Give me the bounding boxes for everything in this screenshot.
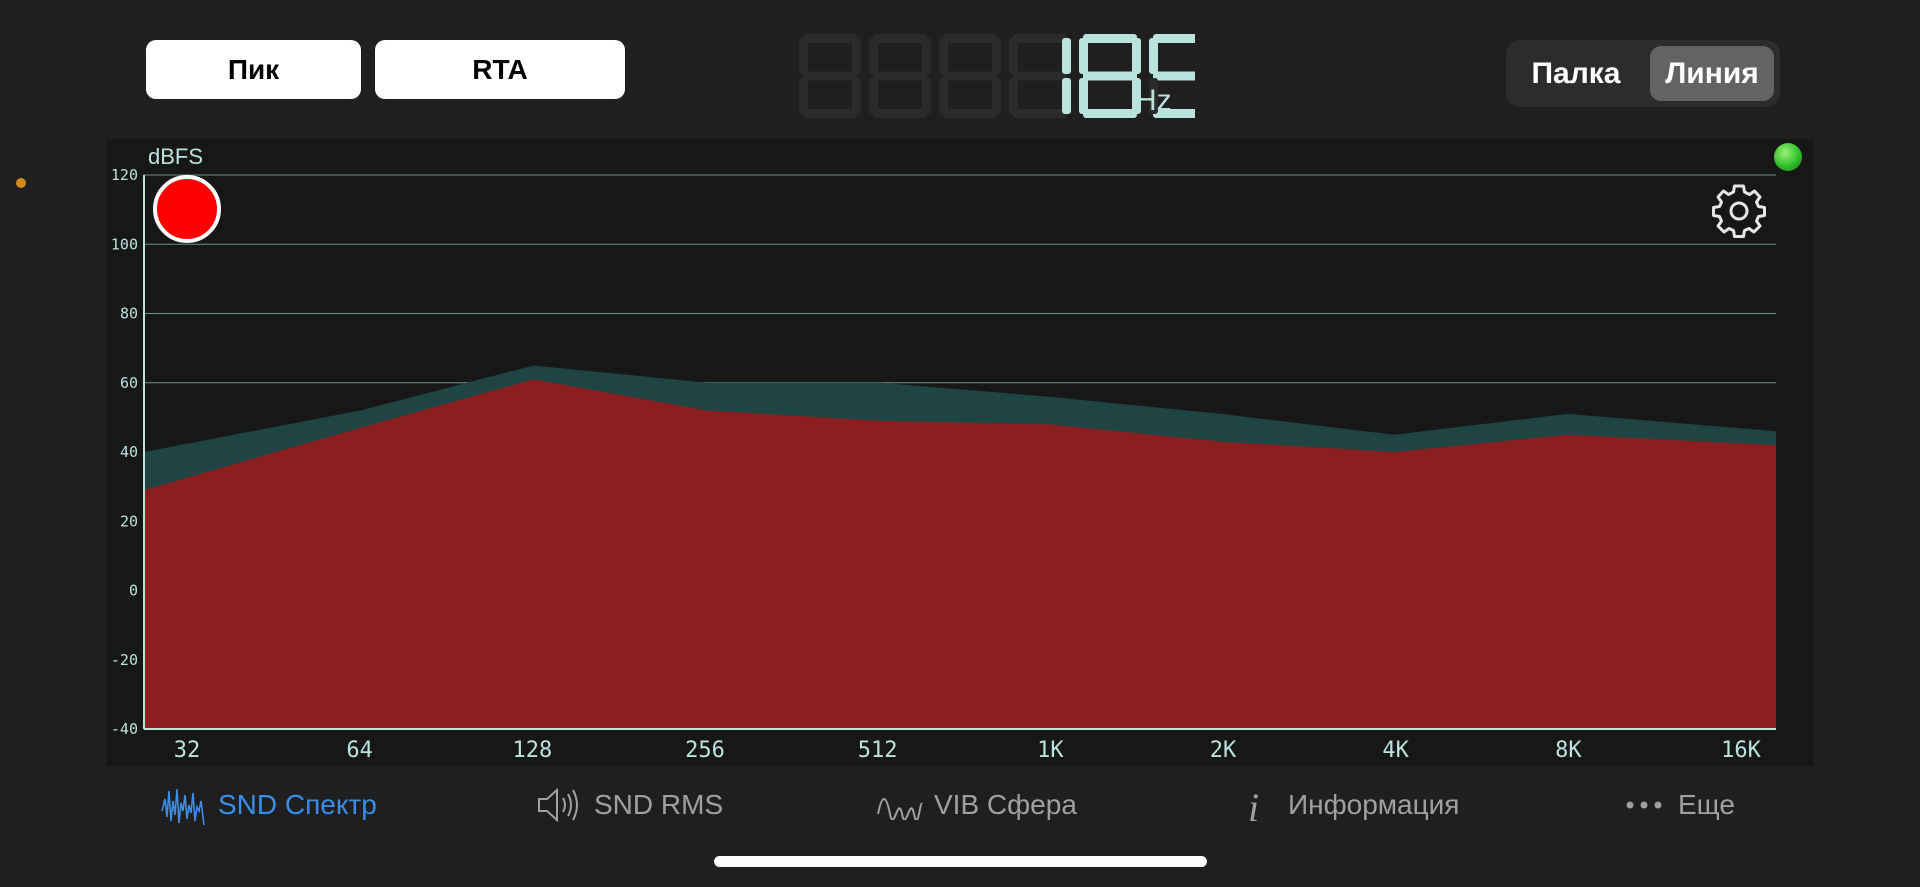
tab-bar: SND Спектр SND RMS VIB Сфера i Информаци… [0, 775, 1920, 835]
tab-more[interactable]: Еще [1624, 775, 1735, 835]
info-icon: i [1238, 783, 1278, 827]
y-axis-label: dBFS [148, 144, 203, 169]
x-tick-label: 32 [174, 738, 201, 763]
tab-snd-rms[interactable]: SND RMS [536, 775, 723, 835]
home-indicator [714, 856, 1207, 867]
y-tick-label: 80 [120, 305, 138, 323]
x-tick-label: 8K [1555, 738, 1582, 763]
y-tick-label: 100 [111, 235, 138, 253]
view-mode-line[interactable]: Линия [1650, 46, 1774, 101]
svg-text:i: i [1248, 785, 1259, 827]
digit [1009, 34, 1071, 118]
y-tick-label: 40 [120, 443, 138, 461]
y-tick-label: 60 [120, 374, 138, 392]
wave-icon [876, 790, 924, 820]
x-tick-label: 2K [1210, 738, 1237, 763]
frequency-unit: Hz [1135, 84, 1172, 117]
y-tick-label: -40 [111, 720, 138, 738]
tab-label: Еще [1678, 789, 1735, 820]
tab-vib-sfera[interactable]: VIB Сфера [876, 775, 1077, 835]
digit [939, 34, 1001, 118]
x-tick-label: 1K [1037, 738, 1064, 763]
tab-label: VIB Сфера [934, 789, 1077, 820]
more-dots-icon [1624, 798, 1668, 812]
x-tick-label: 4K [1382, 738, 1409, 763]
x-tick-label: 64 [346, 738, 373, 763]
spectrum-chart-panel: 120 100 80 60 40 20 0 -20 -40 dBFS 32 64 128 256 512 1K… [107, 139, 1813, 766]
x-tick-label: 128 [512, 738, 552, 763]
indicator-dot [16, 178, 26, 188]
tab-info[interactable]: i Информация [1238, 775, 1459, 835]
x-tick-label: 256 [685, 738, 725, 763]
digit [869, 34, 931, 118]
tab-label: Информация [1288, 789, 1460, 820]
speaker-icon [536, 785, 584, 825]
status-led-icon [1774, 143, 1802, 171]
x-tick-label: 16K [1721, 738, 1761, 763]
waveform-icon [160, 781, 208, 829]
series-area-current [144, 379, 1776, 729]
tab-label: SND RMS [594, 789, 724, 820]
digit [1149, 34, 1195, 118]
tab-label: SND Спектр [218, 789, 377, 820]
y-tick-label: 120 [111, 166, 138, 184]
y-tick-label: 0 [129, 582, 138, 600]
y-tick-label: 20 [120, 512, 138, 530]
peak-button[interactable]: Пик [146, 40, 361, 99]
gear-icon[interactable] [1710, 182, 1768, 240]
spectrum-chart: 120 100 80 60 40 20 0 -20 -40 dBFS 32 64 128 256 512 1K… [111, 144, 1776, 763]
view-mode-bar[interactable]: Палка [1531, 56, 1621, 90]
frequency-digits [799, 34, 1195, 118]
frequency-display: Hz [799, 34, 1195, 118]
digit [1079, 34, 1141, 118]
tab-snd-spectr[interactable]: SND Спектр [160, 775, 377, 835]
record-button[interactable] [153, 175, 221, 243]
rta-button[interactable]: RTA [375, 40, 625, 99]
y-tick-label: -20 [111, 651, 138, 669]
view-mode-segmented-control: Палка Линия [1506, 40, 1780, 107]
x-tick-label: 512 [858, 738, 898, 763]
digit [799, 34, 861, 118]
